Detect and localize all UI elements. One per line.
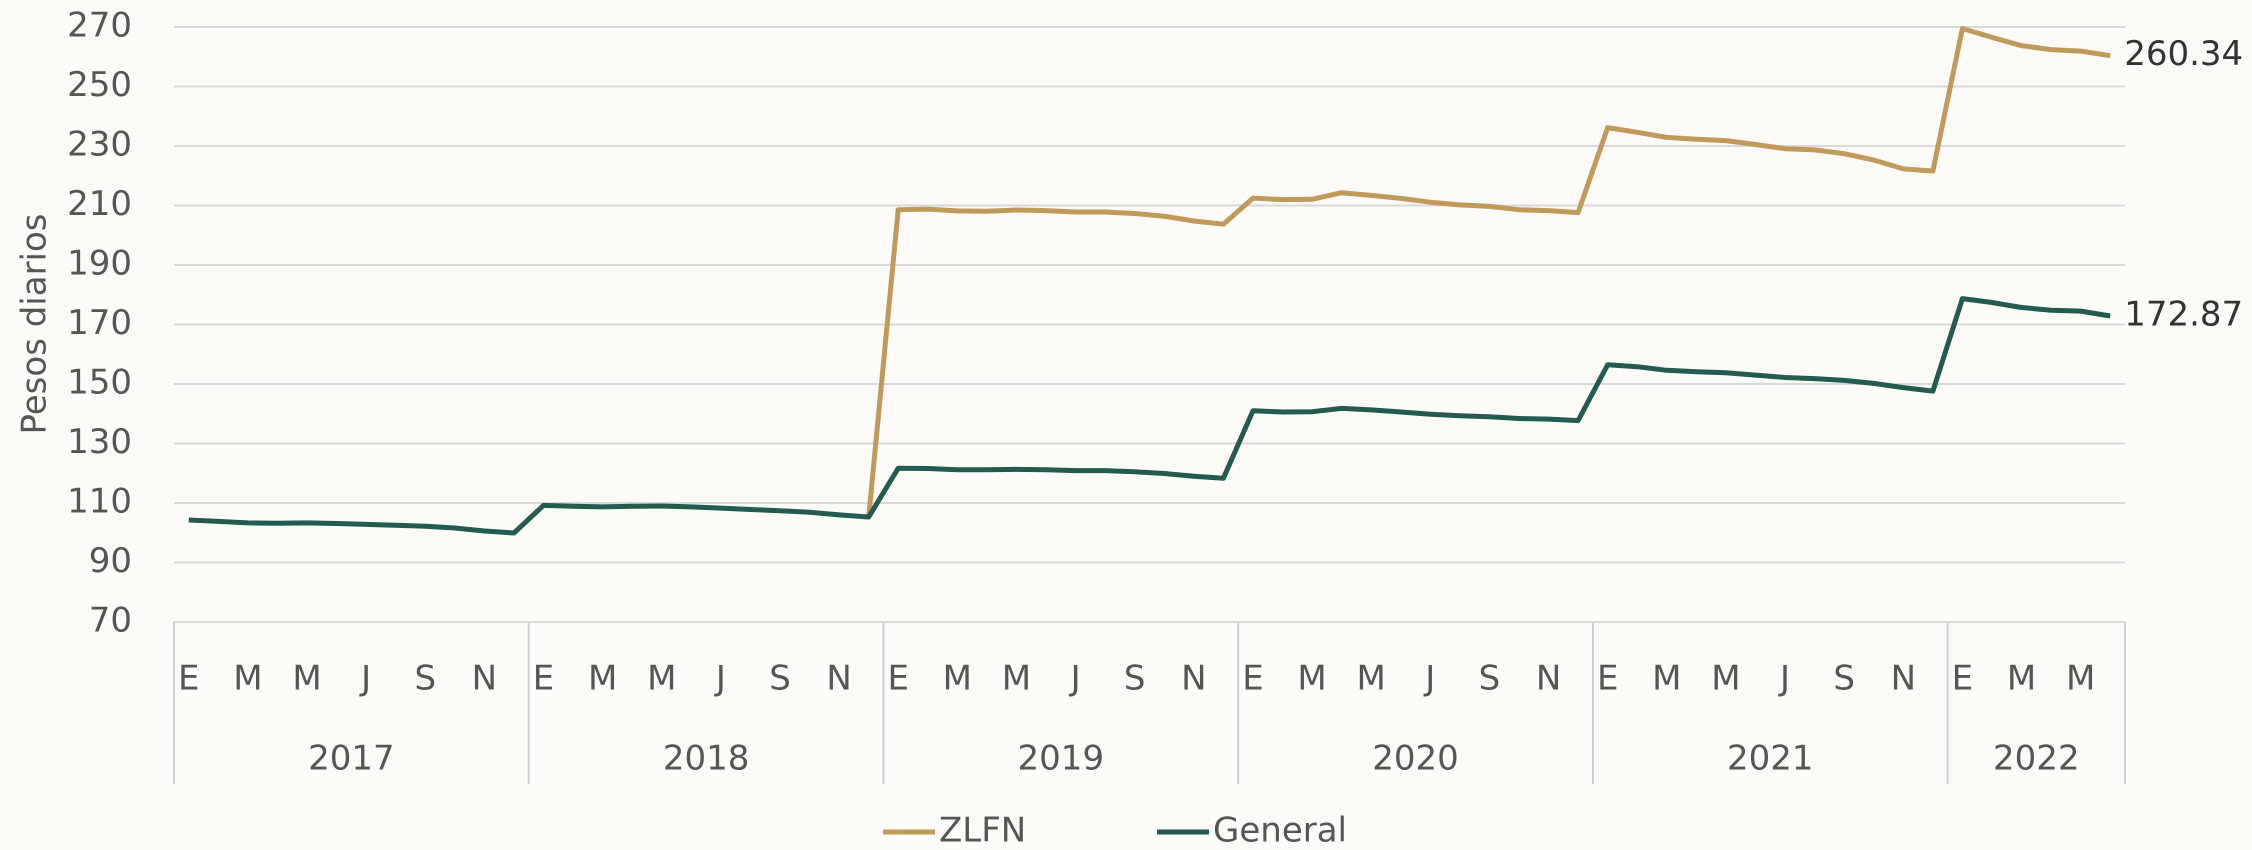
series-line [866, 26, 2111, 518]
year-label: 2018 [663, 739, 750, 779]
x-tick-label: N [472, 659, 497, 699]
x-tick-label: N [826, 659, 851, 699]
x-tick-label: E [1952, 659, 1973, 699]
x-tick-label: M [292, 659, 321, 699]
year-label: 2019 [1018, 739, 1105, 779]
x-tick-label: J [714, 659, 726, 699]
x-tick-label: M [1652, 659, 1681, 699]
y-tick-label: 70 [89, 601, 132, 641]
x-tick-label: S [1833, 659, 1855, 699]
x-tick-label: J [359, 659, 371, 699]
x-tick-label: M [1357, 659, 1386, 699]
year-label: 2022 [1993, 739, 2080, 779]
x-tick-label: S [1124, 659, 1146, 699]
y-tick-label: 230 [67, 125, 132, 165]
x-tick-label: J [1423, 659, 1435, 699]
x-tick-label: S [769, 659, 791, 699]
x-tick-label: M [588, 659, 617, 699]
x-tick-label: J [1069, 659, 1081, 699]
x-tick-label: S [1479, 659, 1501, 699]
x-tick-label: J [1778, 659, 1790, 699]
y-tick-label: 130 [67, 422, 132, 462]
x-tick-label: M [2007, 659, 2036, 699]
x-tick-label: M [1002, 659, 1031, 699]
legend-label: General [1213, 811, 1347, 850]
x-tick-label: E [887, 659, 908, 699]
end-value-label: 260.34 [2124, 34, 2243, 74]
x-tick-label: E [178, 659, 199, 699]
x-tick-label: M [2066, 659, 2095, 699]
series-line [188, 296, 2111, 536]
x-tick-label: S [414, 659, 436, 699]
y-tick-label: 150 [67, 363, 132, 403]
x-tick-label: E [1597, 659, 1618, 699]
year-label: 2017 [308, 739, 395, 779]
y-tick-label: 90 [89, 541, 132, 581]
y-tick-label: 170 [67, 303, 132, 343]
y-tick-label: 270 [67, 6, 132, 46]
x-tick-label: N [1536, 659, 1561, 699]
x-tick-label: E [533, 659, 554, 699]
year-label: 2020 [1372, 739, 1459, 779]
y-tick-label: 210 [67, 184, 132, 224]
end-value-label: 172.87 [2124, 294, 2243, 334]
x-tick-label: M [943, 659, 972, 699]
x-tick-label: M [1297, 659, 1326, 699]
y-tick-label: 110 [67, 482, 132, 522]
y-tick-label: 250 [67, 65, 132, 105]
year-label: 2021 [1727, 739, 1814, 779]
legend-label: ZLFN [939, 811, 1026, 850]
x-tick-label: M [1711, 659, 1740, 699]
y-axis-label: Pesos diarios [15, 213, 55, 434]
x-tick-label: N [1181, 659, 1206, 699]
x-tick-label: M [647, 659, 676, 699]
x-tick-label: N [1891, 659, 1916, 699]
x-tick-label: E [1242, 659, 1263, 699]
y-tick-label: 190 [67, 244, 132, 284]
x-tick-label: M [233, 659, 262, 699]
